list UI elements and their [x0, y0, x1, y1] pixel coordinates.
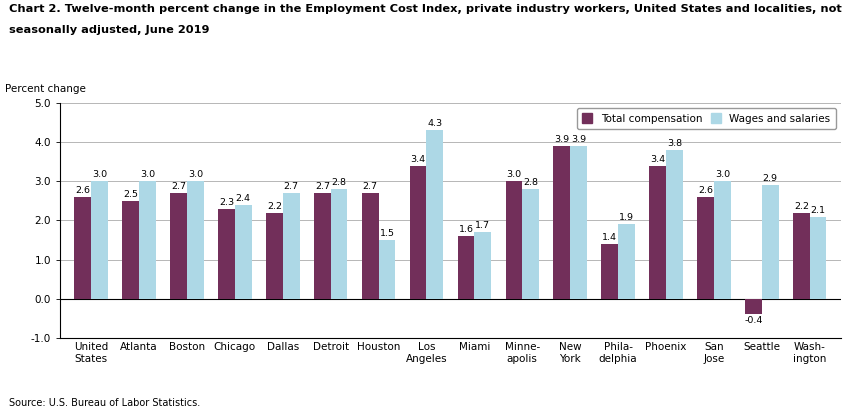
Text: 1.7: 1.7	[475, 221, 490, 230]
Text: 2.5: 2.5	[124, 190, 138, 199]
Text: 1.4: 1.4	[602, 233, 617, 242]
Text: 1.6: 1.6	[458, 225, 474, 234]
Bar	[187, 181, 203, 299]
Text: -0.4: -0.4	[744, 316, 763, 325]
Bar	[75, 197, 91, 299]
Text: 2.1: 2.1	[811, 206, 825, 215]
Bar	[714, 181, 731, 299]
Text: 2.7: 2.7	[363, 182, 378, 191]
Bar	[283, 193, 299, 299]
Bar	[698, 197, 714, 299]
Bar	[666, 150, 683, 299]
Text: 3.9: 3.9	[554, 135, 570, 144]
Text: Chart 2. Twelve-month percent change in the Employment Cost Index, private indus: Chart 2. Twelve-month percent change in …	[9, 4, 842, 14]
Text: Source: U.S. Bureau of Labor Statistics.: Source: U.S. Bureau of Labor Statistics.	[9, 398, 200, 408]
Text: 3.0: 3.0	[140, 170, 155, 179]
Bar	[762, 185, 778, 299]
Text: 3.0: 3.0	[188, 170, 203, 179]
Text: Percent change: Percent change	[5, 84, 87, 94]
Text: seasonally adjusted, June 2019: seasonally adjusted, June 2019	[9, 25, 209, 35]
Bar	[745, 299, 762, 314]
Bar	[139, 181, 156, 299]
Text: 4.3: 4.3	[427, 119, 443, 129]
Text: 2.8: 2.8	[331, 178, 347, 187]
Bar	[523, 189, 539, 299]
Bar	[793, 213, 810, 299]
Text: 2.2: 2.2	[267, 201, 282, 211]
Bar	[601, 244, 618, 299]
Bar	[362, 193, 378, 299]
Text: 3.0: 3.0	[715, 170, 730, 179]
Bar	[505, 181, 523, 299]
Text: 2.3: 2.3	[219, 198, 234, 207]
Bar	[618, 224, 635, 299]
Bar	[266, 213, 283, 299]
Text: 3.8: 3.8	[667, 139, 682, 148]
Bar	[314, 193, 330, 299]
Bar	[810, 217, 826, 299]
Text: 3.0: 3.0	[92, 170, 107, 179]
Text: 2.6: 2.6	[698, 186, 713, 195]
Bar	[91, 181, 108, 299]
Text: 2.7: 2.7	[284, 182, 299, 191]
Bar	[330, 189, 347, 299]
Legend: Total compensation, Wages and salaries: Total compensation, Wages and salaries	[577, 108, 836, 129]
Bar	[218, 209, 235, 299]
Bar	[170, 193, 187, 299]
Text: 2.2: 2.2	[794, 201, 809, 211]
Bar	[410, 166, 426, 299]
Text: 2.7: 2.7	[171, 182, 186, 191]
Text: 1.9: 1.9	[619, 213, 634, 222]
Bar	[571, 146, 587, 299]
Text: 3.9: 3.9	[571, 135, 586, 144]
Text: 3.0: 3.0	[506, 170, 522, 179]
Bar	[457, 236, 474, 299]
Text: 3.4: 3.4	[411, 154, 426, 164]
Bar	[235, 205, 251, 299]
Text: 2.4: 2.4	[236, 194, 251, 203]
Text: 2.6: 2.6	[76, 186, 90, 195]
Text: 1.5: 1.5	[379, 229, 395, 238]
Text: 2.8: 2.8	[523, 178, 538, 187]
Bar	[553, 146, 571, 299]
Text: 3.4: 3.4	[650, 154, 665, 164]
Bar	[378, 240, 396, 299]
Text: 2.7: 2.7	[315, 182, 329, 191]
Text: 2.9: 2.9	[763, 174, 777, 183]
Bar	[123, 201, 139, 299]
Bar	[474, 232, 491, 299]
Bar	[426, 131, 444, 299]
Bar	[650, 166, 666, 299]
